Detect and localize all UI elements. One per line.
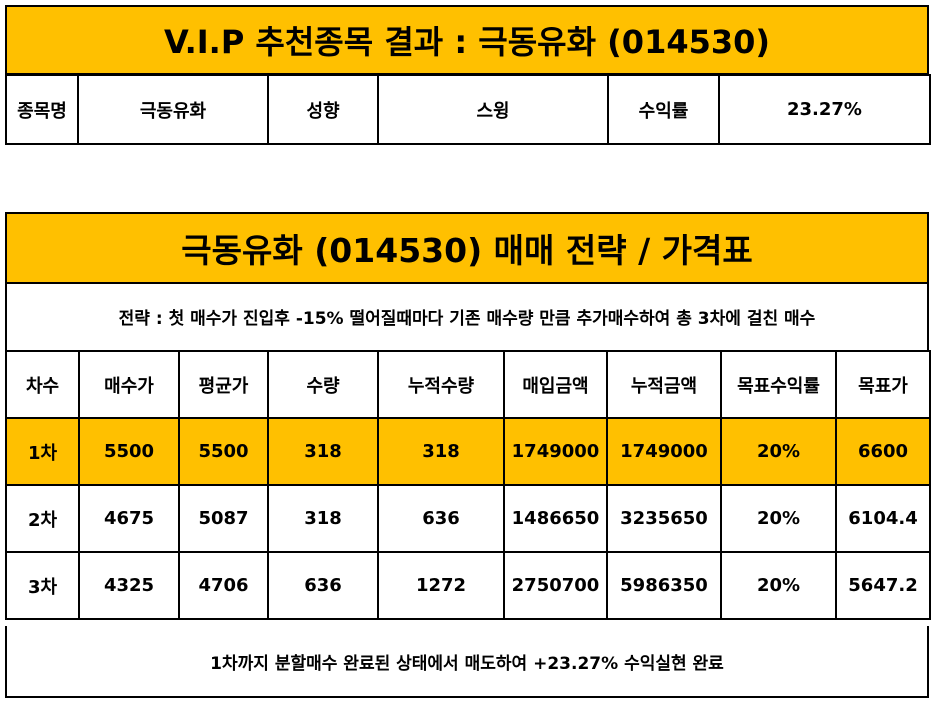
table-cell: 4675	[78, 484, 180, 553]
header-cell: 차수	[5, 350, 80, 419]
price-table-header-row: 차수 매수가 평균가 수량 누적수량 매입금액 누적금액 목표수익률 목표가	[5, 350, 931, 419]
header-cell: 수량	[267, 350, 379, 419]
table-cell: 636	[267, 551, 379, 620]
table-cell: 20%	[720, 484, 837, 553]
table-cell: 318	[377, 417, 505, 486]
header-cell: 누적금액	[606, 350, 722, 419]
table-cell: 2750700	[503, 551, 608, 620]
table-cell: 318	[267, 484, 379, 553]
return-rate-label: 수익률	[607, 74, 720, 145]
table-row: 2차 4675 5087 318 636 1486650 3235650 20%…	[5, 484, 931, 553]
header-cell: 매입금액	[503, 350, 608, 419]
vip-result-title: V.I.P 추천종목 결과 : 극동유화 (014530)	[5, 5, 929, 75]
table-cell: 636	[377, 484, 505, 553]
table-cell: 5500	[178, 417, 269, 486]
return-rate-value: 23.27%	[718, 74, 931, 145]
table-cell: 1749000	[606, 417, 722, 486]
table-cell: 2차	[5, 484, 80, 553]
stock-name-label: 종목명	[5, 74, 79, 145]
table-cell: 5500	[78, 417, 180, 486]
table-cell: 1272	[377, 551, 505, 620]
trade-style-value: 스윙	[377, 74, 609, 145]
trade-style-label: 성향	[267, 74, 379, 145]
table-cell: 1749000	[503, 417, 608, 486]
table-cell: 1차	[5, 417, 80, 486]
table-cell: 20%	[720, 551, 837, 620]
table-cell: 6600	[835, 417, 931, 486]
table-cell: 5647.2	[835, 551, 931, 620]
table-cell: 1486650	[503, 484, 608, 553]
stock-info-row: 종목명 극동유화 성향 스윙 수익률 23.27%	[5, 74, 931, 145]
strategy-title: 극동유화 (014530) 매매 전략 / 가격표	[5, 212, 929, 284]
stock-name-value: 극동유화	[77, 74, 269, 145]
header-cell: 목표수익률	[720, 350, 837, 419]
table-cell: 3235650	[606, 484, 722, 553]
header-cell: 목표가	[835, 350, 931, 419]
table-cell: 20%	[720, 417, 837, 486]
strategy-description: 전략 : 첫 매수가 진입후 -15% 떨어질때마다 기존 매수량 만큼 추가매…	[5, 282, 929, 352]
table-cell: 4706	[178, 551, 269, 620]
header-cell: 누적수량	[377, 350, 505, 419]
stock-info-table: 종목명 극동유화 성향 스윙 수익률 23.27%	[5, 74, 931, 145]
header-cell: 매수가	[78, 350, 180, 419]
table-cell: 318	[267, 417, 379, 486]
header-cell: 평균가	[178, 350, 269, 419]
table-cell: 3차	[5, 551, 80, 620]
table-cell: 5986350	[606, 551, 722, 620]
table-row: 1차 5500 5500 318 318 1749000 1749000 20%…	[5, 417, 931, 486]
result-footer: 1차까지 분할매수 완료된 상태에서 매도하여 +23.27% 수익실현 완료	[5, 626, 929, 698]
table-cell: 6104.4	[835, 484, 931, 553]
table-row: 3차 4325 4706 636 1272 2750700 5986350 20…	[5, 551, 931, 620]
price-table: 차수 매수가 평균가 수량 누적수량 매입금액 누적금액 목표수익률 목표가 1…	[5, 350, 931, 620]
table-cell: 5087	[178, 484, 269, 553]
table-cell: 4325	[78, 551, 180, 620]
